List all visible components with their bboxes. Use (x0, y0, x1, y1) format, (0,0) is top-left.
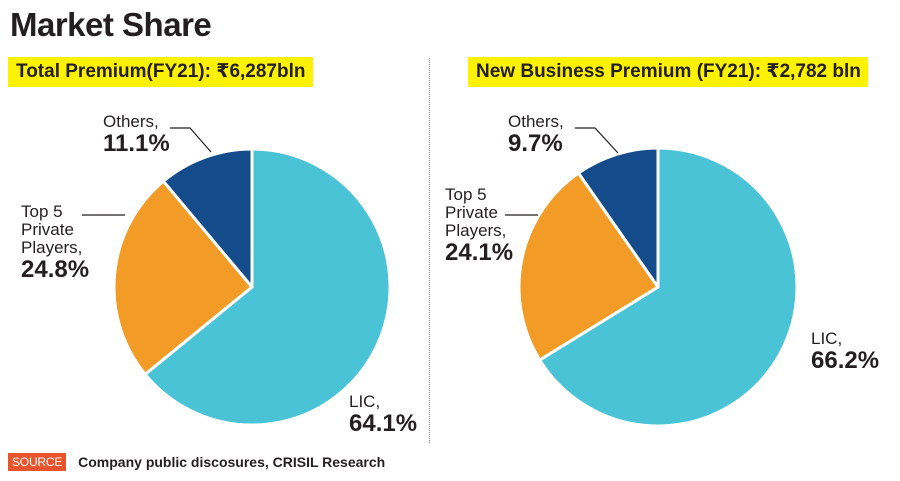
left-label-top5-value: 24.8% (21, 256, 90, 283)
left-label-others-value: 11.1% (103, 130, 170, 157)
right-label-others-value: 9.7% (508, 130, 563, 157)
left-label-lic: LIC, 64.1% (349, 393, 417, 437)
right-label-top5: Top 5 Private Players, 24.1% (445, 186, 513, 266)
source-text: Company public discosures, CRISIL Resear… (78, 454, 386, 470)
left-label-top5-line1: Top 5 (21, 202, 63, 221)
left-label-lic-name: LIC, (349, 392, 381, 411)
right-label-others: Others, 9.7% (508, 113, 564, 157)
label-leader-lines (82, 127, 619, 216)
left-label-top5-line3: Players, (21, 238, 83, 257)
left-label-others: Others, 11.1% (103, 113, 170, 157)
source-footer: SOURCE Company public discosures, CRISIL… (8, 453, 385, 471)
leader-line-right-others (575, 127, 619, 154)
right-label-top5-line2: Private (445, 203, 498, 222)
leader-line-left-others (170, 127, 212, 153)
right-chart-subtitle: New Business Premium (FY21): ₹2,782 bln (468, 57, 868, 87)
right-label-lic: LIC, 66.2% (811, 330, 879, 374)
right-label-top5-line1: Top 5 (445, 185, 487, 204)
right-label-lic-value: 66.2% (811, 347, 880, 374)
left-label-others-name: Others, (103, 112, 159, 131)
left-label-lic-value: 64.1% (349, 410, 418, 437)
pie-slice-lic (538, 146, 799, 428)
right-label-top5-line3: Players, (445, 221, 507, 240)
right-label-top5-value: 24.1% (445, 239, 514, 266)
pie-slice-top-5-private-players (112, 179, 254, 376)
chart-divider (429, 58, 430, 443)
right-label-lic-name: LIC, (811, 329, 843, 348)
pie-slice-others (576, 146, 660, 289)
pie-chart-new-business-premium (517, 146, 799, 428)
right-label-others-name: Others, (508, 112, 564, 131)
pie-chart-total-premium (112, 147, 392, 427)
source-tag: SOURCE (8, 453, 67, 471)
left-chart-subtitle: Total Premium(FY21): ₹6,287bln (8, 57, 313, 87)
left-label-top5: Top 5 Private Players, 24.8% (21, 203, 89, 283)
pie-slice-lic (143, 147, 392, 427)
pie-slice-others (161, 147, 254, 289)
chart-title: Market Share (10, 6, 212, 43)
left-label-top5-line2: Private (21, 220, 74, 239)
pie-slice-top-5-private-players (517, 171, 660, 362)
